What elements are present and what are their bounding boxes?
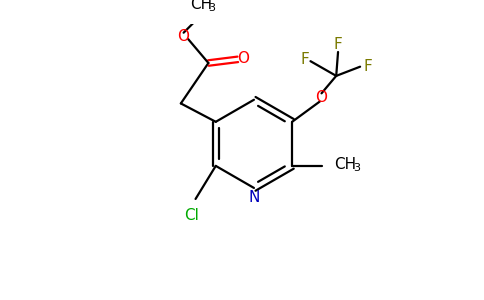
- Text: O: O: [178, 29, 190, 44]
- Text: N: N: [248, 190, 259, 205]
- Text: F: F: [363, 59, 372, 74]
- Text: F: F: [333, 37, 342, 52]
- Text: O: O: [237, 51, 249, 66]
- Text: 3: 3: [353, 163, 360, 173]
- Text: 3: 3: [209, 3, 215, 13]
- Text: O: O: [316, 90, 328, 105]
- Text: CH: CH: [334, 157, 357, 172]
- Text: Cl: Cl: [184, 208, 199, 223]
- Text: CH: CH: [190, 0, 212, 12]
- Text: F: F: [301, 52, 309, 67]
